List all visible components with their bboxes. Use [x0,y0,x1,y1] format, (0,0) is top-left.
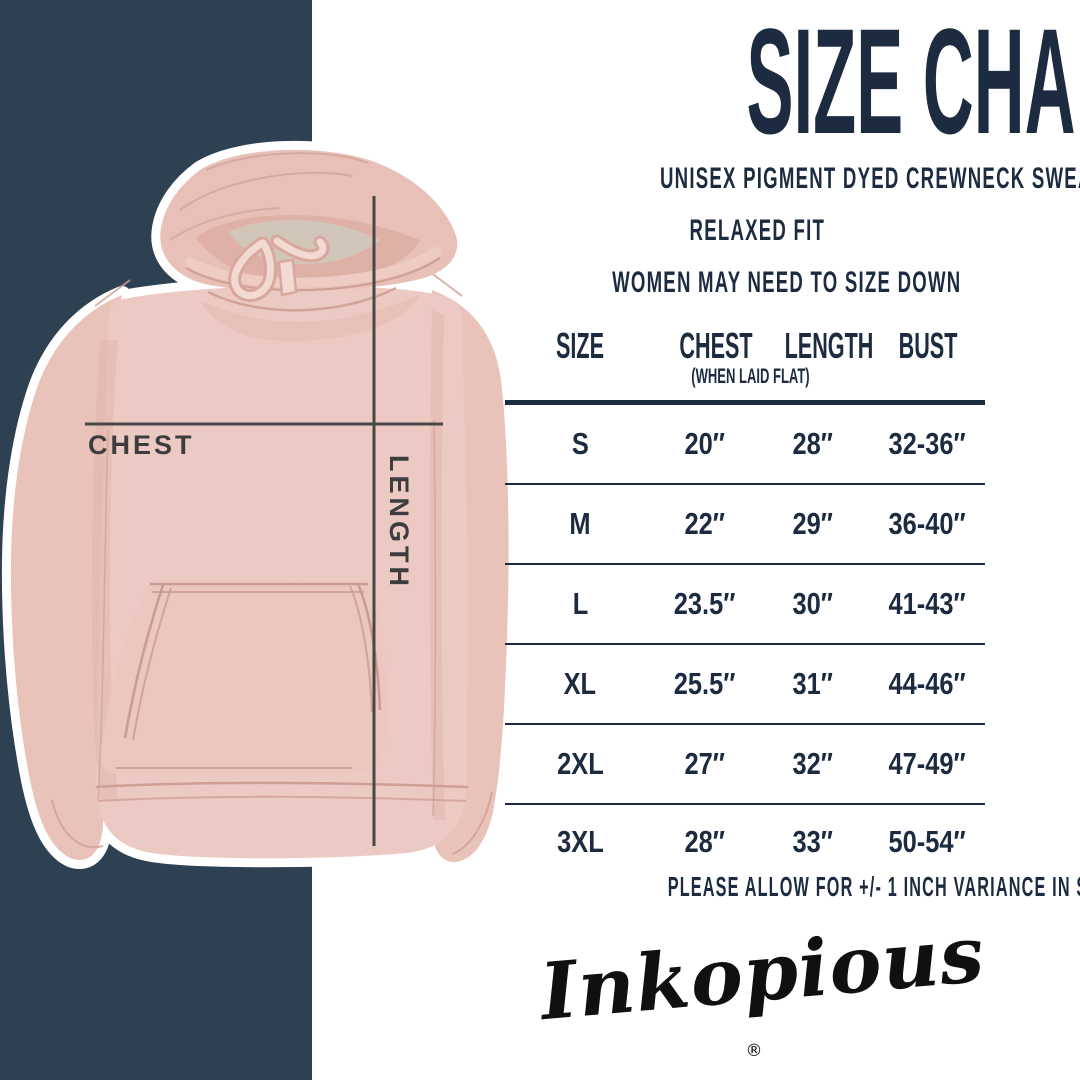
cell-chest: 20″ [684,426,726,461]
table-row-l: L 23.5″ 30″ 41-43″ [505,565,985,645]
column-header-chest: CHEST (WHEN LAID FLAT) [655,326,810,388]
cell-bust: 32-36″ [888,426,967,461]
brand-logo: Inkopious® [537,909,988,1061]
hoodie-hood [160,149,458,312]
cell-bust: 36-40″ [888,506,967,541]
cell-bust: 44-46″ [888,666,967,701]
hoodie-pocket [100,582,388,773]
cell-size: 2XL [556,746,604,781]
cell-size: 3XL [556,824,604,859]
chest-subnote: (WHEN LAID FLAT) [691,365,810,388]
page-title: SIZE CHART [746,0,1080,165]
cell-length: 28″ [792,426,833,461]
hoodie-body [10,271,509,863]
subtitle-fit: RELAXED FIT [689,214,826,247]
column-header-length: LENGTH [784,325,874,366]
length-measure-label: LENGTH [384,455,414,590]
table-row-3xl: 3XL 28″ 33″ 50-54″ [505,805,985,879]
cell-length: 30″ [792,586,833,621]
brand-logo-text: Inkopious [536,908,989,1039]
column-header-size: SIZE [555,325,604,366]
cell-bust: 41-43″ [888,586,967,621]
column-header-bust: BUST [898,325,957,366]
measurement-lines [85,196,443,846]
cell-bust: 47-49″ [888,746,967,781]
cell-chest: 23.5″ [674,586,736,621]
cell-bust: 50-54″ [888,824,967,859]
chest-measure-label: CHEST [88,430,195,460]
cell-size: S [571,426,589,461]
cell-size: XL [563,666,597,701]
cell-chest: 27″ [684,746,726,781]
cell-size: L [572,586,588,621]
cell-chest: 25.5″ [674,666,736,701]
table-row-m: M 22″ 29″ 36-40″ [505,485,985,565]
cell-size: M [569,506,591,541]
cell-length: 31″ [792,666,833,701]
cell-length: 32″ [792,746,833,781]
variance-footnote: PLEASE ALLOW FOR +/- 1 INCH VARIANCE IN … [667,871,1080,902]
subtitle-sizing-advice: WOMEN MAY NEED TO SIZE DOWN [612,266,962,299]
cell-chest: 22″ [684,506,726,541]
size-table: S 20″ 28″ 32-36″ M 22″ 29″ 36-40″ L 23.5… [505,400,985,879]
table-row-2xl: 2XL 27″ 32″ 47-49″ [505,725,985,805]
table-row-xl: XL 25.5″ 31″ 44-46″ [505,645,985,725]
cell-chest: 28″ [684,824,726,859]
subtitle-product: UNISEX PIGMENT DYED CREWNECK SWEATSHIRT [660,162,1080,195]
cell-length: 29″ [792,506,833,541]
size-table-header: SIZE CHEST (WHEN LAID FLAT) LENGTH BUST [505,326,985,388]
registered-trademark-icon: ® [745,1041,763,1061]
table-row-s: S 20″ 28″ 32-36″ [505,405,985,485]
cell-length: 33″ [792,824,833,859]
